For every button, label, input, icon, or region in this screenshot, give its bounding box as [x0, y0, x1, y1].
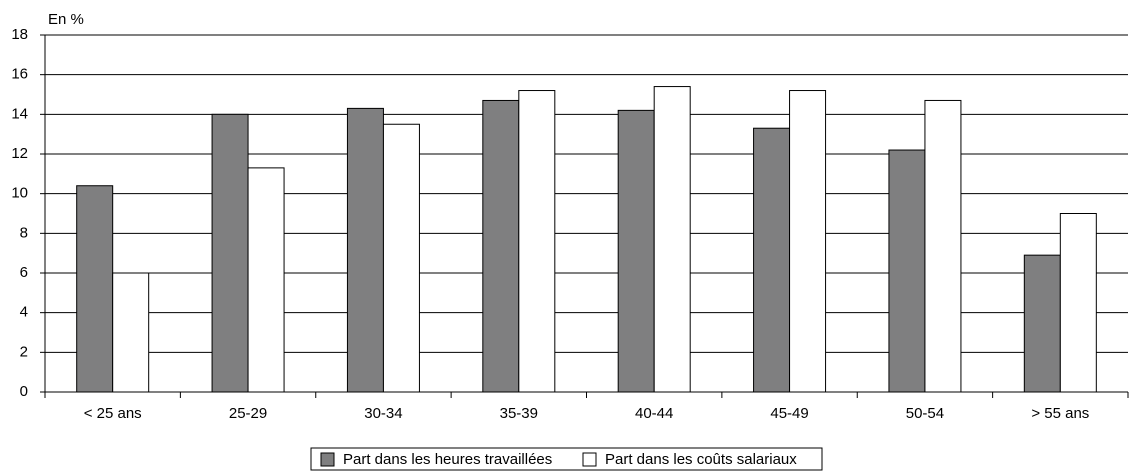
- x-tick-label: 30-34: [364, 405, 402, 422]
- bar: [482, 99, 520, 393]
- y-axis-label: En %: [48, 11, 84, 28]
- y-tick-label: 16: [11, 66, 28, 83]
- y-tick-label: 10: [11, 185, 28, 202]
- x-tick-label: < 25 ans: [84, 405, 142, 422]
- x-tick-label: 25-29: [229, 405, 267, 422]
- bar: [211, 113, 249, 393]
- bar: [1023, 254, 1061, 393]
- bar: [76, 185, 114, 393]
- legend-swatch: [582, 452, 597, 467]
- y-tick-label: 18: [11, 26, 28, 43]
- y-tick-label: 6: [20, 264, 28, 281]
- y-tick-label: 0: [20, 383, 28, 400]
- bar: [789, 90, 827, 393]
- y-tick-label: 4: [20, 304, 28, 321]
- legend-label: Part dans les coûts salariaux: [605, 451, 797, 468]
- y-tick-label: 12: [11, 145, 28, 162]
- legend-box: [310, 447, 823, 471]
- bar: [753, 127, 791, 393]
- bar: [112, 272, 150, 393]
- legend-label: Part dans les heures travaillées: [343, 451, 552, 468]
- x-tick-label: > 55 ans: [1031, 405, 1089, 422]
- bar: [346, 107, 384, 393]
- bar: [924, 99, 962, 393]
- y-tick-label: 8: [20, 224, 28, 241]
- bar: [888, 149, 926, 393]
- x-tick-label: 45-49: [770, 405, 808, 422]
- legend-swatch: [320, 452, 335, 467]
- y-tick-label: 14: [11, 105, 28, 122]
- x-tick-label: 50-54: [906, 405, 944, 422]
- bar: [653, 86, 691, 393]
- y-tick-label: 2: [20, 343, 28, 360]
- bar: [518, 90, 556, 393]
- bar: [382, 123, 420, 393]
- bar: [617, 109, 655, 393]
- x-tick-label: 40-44: [635, 405, 673, 422]
- bar: [1059, 213, 1097, 393]
- bar: [247, 167, 285, 393]
- x-tick-label: 35-39: [500, 405, 538, 422]
